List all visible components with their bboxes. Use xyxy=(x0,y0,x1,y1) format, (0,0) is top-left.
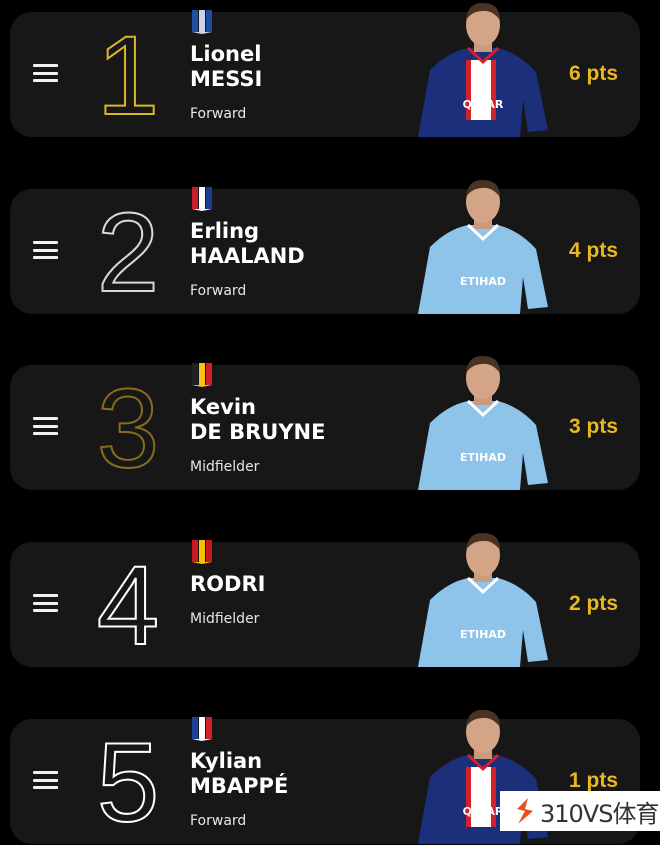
player-position: Midfielder xyxy=(190,459,260,475)
player-points: 1 pts xyxy=(568,769,618,792)
player-last-name: MBAPPÉ xyxy=(190,774,289,798)
nationality-flag-icon xyxy=(192,540,212,564)
drag-handle-icon[interactable] xyxy=(33,771,58,789)
player-last-name: HAALAND xyxy=(190,244,305,268)
nationality-flag-icon xyxy=(192,10,212,34)
player-card[interactable]: 4 RODRI Midfielder ETIHAD 2 pts xyxy=(10,532,640,668)
player-photo: ETIHAD xyxy=(418,179,548,314)
player-points: 4 pts xyxy=(568,239,618,262)
player-card[interactable]: 1 Lionel MESSI Forward QATAR 6 pts xyxy=(10,2,640,138)
player-first-name: Kylian xyxy=(190,749,263,773)
nationality-flag-icon xyxy=(192,363,212,387)
rank-number: 4 xyxy=(96,543,160,668)
player-photo: ETIHAD xyxy=(418,355,548,490)
player-points: 2 pts xyxy=(568,592,618,615)
watermark: 310VS体育 xyxy=(500,791,660,831)
svg-text:ETIHAD: ETIHAD xyxy=(460,275,506,288)
player-last-name: RODRI xyxy=(190,572,266,596)
player-position: Forward xyxy=(190,813,247,829)
player-first-name: Erling xyxy=(190,219,260,243)
player-position: Midfielder xyxy=(190,611,260,627)
svg-text:ETIHAD: ETIHAD xyxy=(460,451,506,464)
player-photo: QATAR xyxy=(418,2,548,137)
rank-number: 3 xyxy=(96,366,160,491)
player-photo: ETIHAD xyxy=(418,532,548,667)
player-first-name: Lionel xyxy=(190,42,262,66)
watermark-logo-icon xyxy=(517,798,533,824)
nationality-flag-icon xyxy=(192,187,212,211)
rank-number: 5 xyxy=(96,720,160,845)
player-last-name: DE BRUYNE xyxy=(190,420,326,444)
player-card[interactable]: 2 Erling HAALAND Forward ETIHAD 4 pts xyxy=(10,179,640,315)
player-points: 6 pts xyxy=(568,62,618,85)
svg-text:ETIHAD: ETIHAD xyxy=(460,628,506,641)
player-last-name: MESSI xyxy=(190,67,263,91)
drag-handle-icon[interactable] xyxy=(33,64,58,82)
nationality-flag-icon xyxy=(192,717,212,741)
rank-number: 1 xyxy=(96,13,160,138)
player-card[interactable]: 3 Kevin DE BRUYNE Midfielder ETIHAD 3 pt… xyxy=(10,355,640,491)
svg-text:QATAR: QATAR xyxy=(463,805,504,818)
drag-handle-icon[interactable] xyxy=(33,417,58,435)
svg-text:QATAR: QATAR xyxy=(463,98,504,111)
player-position: Forward xyxy=(190,283,247,299)
drag-handle-icon[interactable] xyxy=(33,241,58,259)
player-points: 3 pts xyxy=(568,415,618,438)
drag-handle-icon[interactable] xyxy=(33,594,58,612)
rank-number: 2 xyxy=(96,190,160,315)
player-first-name: Kevin xyxy=(190,395,256,419)
player-position: Forward xyxy=(190,106,247,122)
